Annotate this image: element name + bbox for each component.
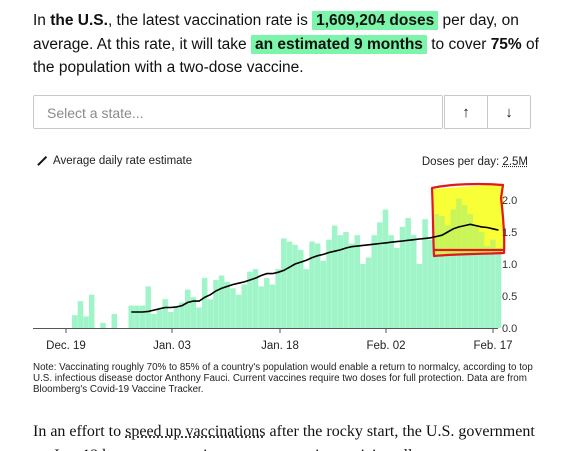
x-tick-label: Dec. 19 — [46, 340, 86, 352]
bar-58 — [400, 227, 406, 328]
bar-5 — [100, 323, 106, 328]
bar-55 — [383, 210, 389, 328]
bar-1 — [78, 301, 84, 328]
bar-73 — [484, 246, 490, 328]
vaccination-chart: Dec. 19 Jan. 03 Jan. 18 Feb. 02 Feb. 17 0.00… — [0, 170, 576, 360]
sort-up-button[interactable]: ↑ — [444, 95, 488, 129]
y-tick-label: 0.0 — [502, 323, 517, 335]
lead-text-2: , the latest vaccination rate is — [108, 12, 312, 29]
rate-highlight: 1,609,204 doses — [312, 11, 438, 30]
state-select-placeholder: Select a state... — [47, 105, 144, 121]
arrow-down-icon: ↓ — [505, 104, 513, 121]
x-tick-label: Jan. 18 — [261, 340, 299, 352]
bar-14 — [151, 314, 157, 328]
bar-63 — [428, 240, 434, 328]
bar-60 — [411, 235, 417, 328]
bar-3 — [89, 295, 95, 328]
bar-41 — [304, 269, 310, 328]
x-ticks-group: Dec. 19 Jan. 03 Jan. 18 Feb. 02 Feb. 17 — [46, 328, 512, 352]
bar-16 — [162, 299, 168, 328]
lead-text-1: In — [33, 12, 50, 29]
bar-35 — [270, 284, 276, 328]
bar-10 — [129, 306, 135, 328]
line-legend-label: Average daily rate estimate — [53, 155, 192, 167]
chart-note: Note: Vaccinating roughly 70% to 85% of … — [33, 362, 533, 395]
coverage-value: 75% — [491, 36, 522, 53]
bar-18 — [174, 308, 180, 328]
bar-15 — [157, 310, 163, 328]
bar-0 — [72, 315, 78, 328]
bar-7 — [112, 314, 118, 328]
y-ticks-group: 0.0 0.5 1.0 1.5 2.0 — [502, 195, 517, 335]
lead-paragraph: In the U.S., the latest vaccination rate… — [33, 9, 548, 80]
speed-up-vaccinations-link[interactable]: speed up vaccinations — [125, 423, 265, 440]
bar-24 — [208, 299, 214, 328]
bar-56 — [388, 235, 394, 328]
bar-36 — [275, 269, 281, 328]
bar-22 — [196, 308, 202, 328]
sort-down-button[interactable]: ↓ — [487, 95, 531, 129]
y-tick-label: 1.0 — [502, 259, 517, 271]
lead-text-4: to cover — [427, 36, 491, 53]
bar-34 — [264, 278, 270, 328]
bar-39 — [292, 245, 298, 328]
bar-44 — [321, 261, 327, 328]
bar-57 — [394, 248, 400, 328]
arrow-up-icon: ↑ — [462, 104, 470, 121]
x-tick-label: Jan. 03 — [153, 340, 191, 352]
x-tick-label: Feb. 17 — [474, 340, 513, 352]
y-tick-label: 2.0 — [502, 195, 517, 207]
estimate-highlight: an estimated 9 months — [251, 35, 427, 54]
bar-61 — [417, 264, 423, 328]
bar-59 — [405, 218, 411, 328]
bar-12 — [140, 306, 146, 328]
doses-scale-value[interactable]: 2.5M — [502, 156, 528, 168]
line-legend: Average daily rate estimate — [36, 155, 192, 167]
bar-2 — [83, 316, 89, 328]
bar-25 — [213, 280, 219, 328]
x-tick-label: Feb. 02 — [367, 340, 406, 352]
bar-30 — [242, 284, 248, 328]
bar-27 — [225, 282, 231, 328]
bar-48 — [343, 232, 349, 328]
y-tick-label: 0.5 — [502, 291, 517, 303]
bar-54 — [377, 222, 383, 328]
bar-29 — [236, 295, 242, 328]
y-tick-label: 1.5 — [502, 227, 517, 239]
bar-62 — [422, 219, 428, 328]
body-text-1: In an effort to — [33, 423, 125, 440]
bar-51 — [360, 264, 366, 328]
bar-20 — [185, 290, 191, 328]
bar-11 — [134, 306, 140, 328]
country-name: the U.S. — [50, 12, 108, 29]
article-body: In an effort to speed up vaccinations af… — [33, 420, 553, 451]
bar-23 — [202, 278, 208, 328]
state-select-input[interactable]: Select a state... — [33, 95, 443, 129]
bar-53 — [371, 235, 377, 328]
bar-38 — [287, 242, 293, 328]
bar-26 — [219, 276, 225, 328]
bar-75 — [496, 248, 502, 328]
doses-prefix: Doses per day: — [422, 156, 503, 168]
bar-33 — [258, 286, 264, 328]
bar-52 — [366, 258, 372, 328]
bar-49 — [349, 244, 355, 328]
bar-28 — [230, 288, 236, 328]
bar-46 — [332, 226, 338, 328]
bar-42 — [309, 242, 315, 328]
doses-per-day-label: Doses per day: 2.5M — [422, 156, 528, 168]
line-legend-icon — [37, 156, 47, 166]
bar-13 — [145, 286, 151, 328]
bar-37 — [281, 238, 287, 328]
bar-17 — [168, 312, 174, 328]
bar-50 — [355, 235, 361, 328]
